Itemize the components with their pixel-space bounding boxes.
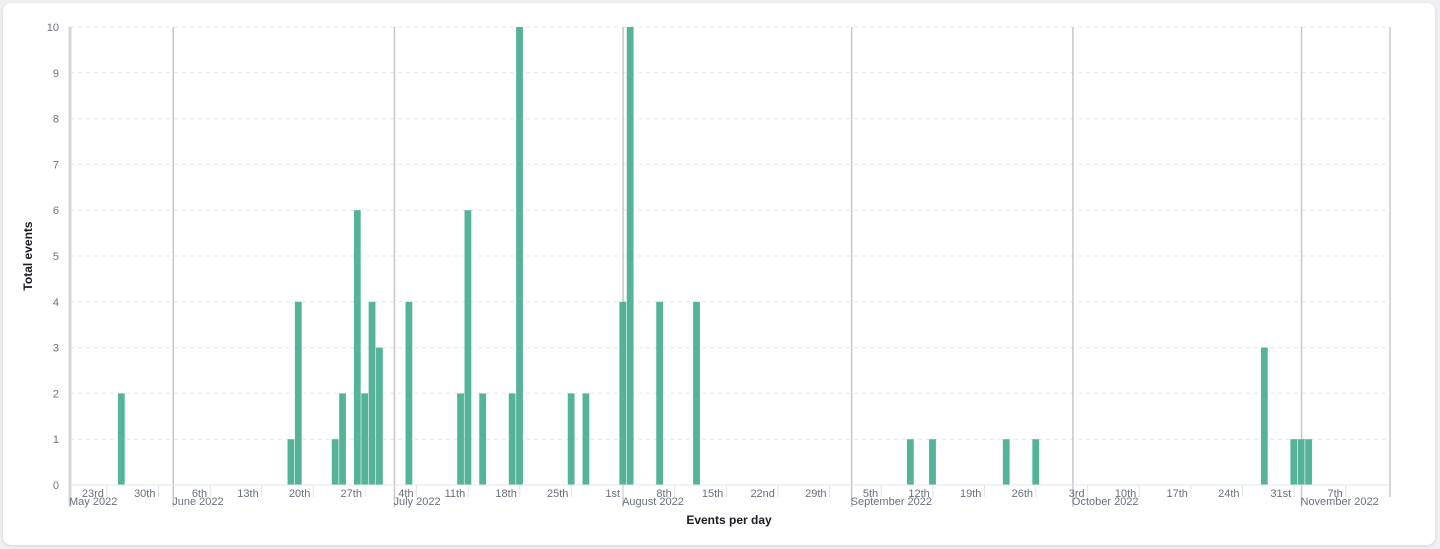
x-tick-label: 7th — [1327, 488, 1342, 500]
y-tick-label: 5 — [53, 251, 59, 263]
bar — [508, 393, 516, 485]
bar — [1002, 439, 1010, 485]
y-tick-label: 6 — [53, 205, 59, 217]
y-tick-label: 3 — [53, 343, 59, 355]
bar — [619, 301, 627, 485]
x-month-label: August 2022 — [622, 496, 684, 508]
x-month-label: October 2022 — [1072, 496, 1139, 508]
bar — [331, 439, 339, 485]
bar — [1032, 439, 1040, 485]
x-tick-label: 17th — [1166, 488, 1187, 500]
bar — [906, 439, 914, 485]
bar — [117, 393, 125, 485]
x-tick-label: 12th — [908, 488, 929, 500]
bar — [567, 393, 575, 485]
x-tick-label: 29th — [805, 488, 826, 500]
axes — [70, 27, 1391, 497]
y-tick-label: 4 — [53, 297, 59, 309]
y-axis-title: Total events — [21, 221, 35, 290]
bar — [1260, 347, 1268, 485]
x-tick-label: 30th — [134, 488, 155, 500]
bar — [361, 393, 369, 485]
bar — [405, 301, 413, 485]
bar — [656, 301, 664, 485]
bar — [339, 393, 346, 485]
x-tick-label: 5th — [863, 488, 878, 500]
x-month-label: May 2022 — [69, 496, 117, 508]
y-tick-label: 2 — [53, 388, 59, 400]
x-month-label: June 2022 — [172, 496, 223, 508]
x-tick-label: 19th — [960, 488, 981, 500]
x-tick-label: 15th — [702, 488, 723, 500]
y-tick-label: 0 — [53, 480, 59, 492]
x-tick-label: 10th — [1115, 488, 1136, 500]
y-tick-label: 9 — [53, 68, 59, 80]
x-tick-label: 18th — [495, 488, 516, 500]
bar — [368, 301, 376, 485]
bar — [464, 210, 472, 485]
bar — [693, 301, 700, 485]
bar — [1305, 439, 1312, 485]
x-tick-label: 6th — [192, 488, 207, 500]
bar — [376, 347, 383, 485]
x-month-label: November 2022 — [1301, 496, 1379, 508]
bar — [479, 393, 487, 485]
y-tick-label: 1 — [53, 434, 59, 446]
x-tick-label: 3rd — [1069, 488, 1085, 500]
x-tick-labels: 23rd 30th 6th 13th 20th 27th 4th 11th 18th 25th 1s… — [69, 488, 1379, 508]
bar — [353, 210, 361, 485]
bar — [287, 439, 295, 485]
x-tick-label: 22nd — [750, 488, 774, 500]
x-axis-title: Events per day — [686, 513, 772, 527]
x-tick-label: 1st — [605, 488, 620, 500]
bar — [1297, 439, 1305, 485]
gridlines — [70, 26, 1390, 440]
x-month-label: July 2022 — [393, 496, 440, 508]
bar — [582, 393, 590, 485]
x-tick-label: 25th — [547, 488, 568, 500]
bars — [117, 27, 1312, 485]
x-tick-label: 13th — [237, 488, 258, 500]
y-tick-label: 10 — [47, 22, 59, 34]
y-tick-label: 7 — [53, 159, 59, 171]
bar — [626, 27, 634, 485]
bar — [294, 301, 302, 485]
bar — [1290, 439, 1298, 485]
x-tick-label: 26th — [1012, 488, 1033, 500]
bar — [457, 393, 464, 485]
bar — [516, 27, 523, 485]
x-tick-label: 20th — [289, 488, 310, 500]
y-tick-labels: 0 1 2 3 4 5 6 7 8 9 10 — [47, 22, 59, 492]
x-month-label: September 2022 — [851, 496, 932, 508]
x-tick-label: 31st — [1270, 488, 1291, 500]
x-tick-label: 23rd — [82, 488, 104, 500]
month-boundary-lines — [68, 27, 1303, 507]
x-tick-label: 4th — [398, 488, 413, 500]
bar — [929, 439, 936, 485]
chart-card — [3, 3, 1435, 545]
x-tick-label: 27th — [341, 488, 362, 500]
x-tick-label: 24th — [1218, 488, 1239, 500]
y-tick-label: 8 — [53, 114, 59, 126]
x-tick-label: 8th — [656, 488, 671, 500]
x-tick-label: 11th — [445, 488, 466, 500]
